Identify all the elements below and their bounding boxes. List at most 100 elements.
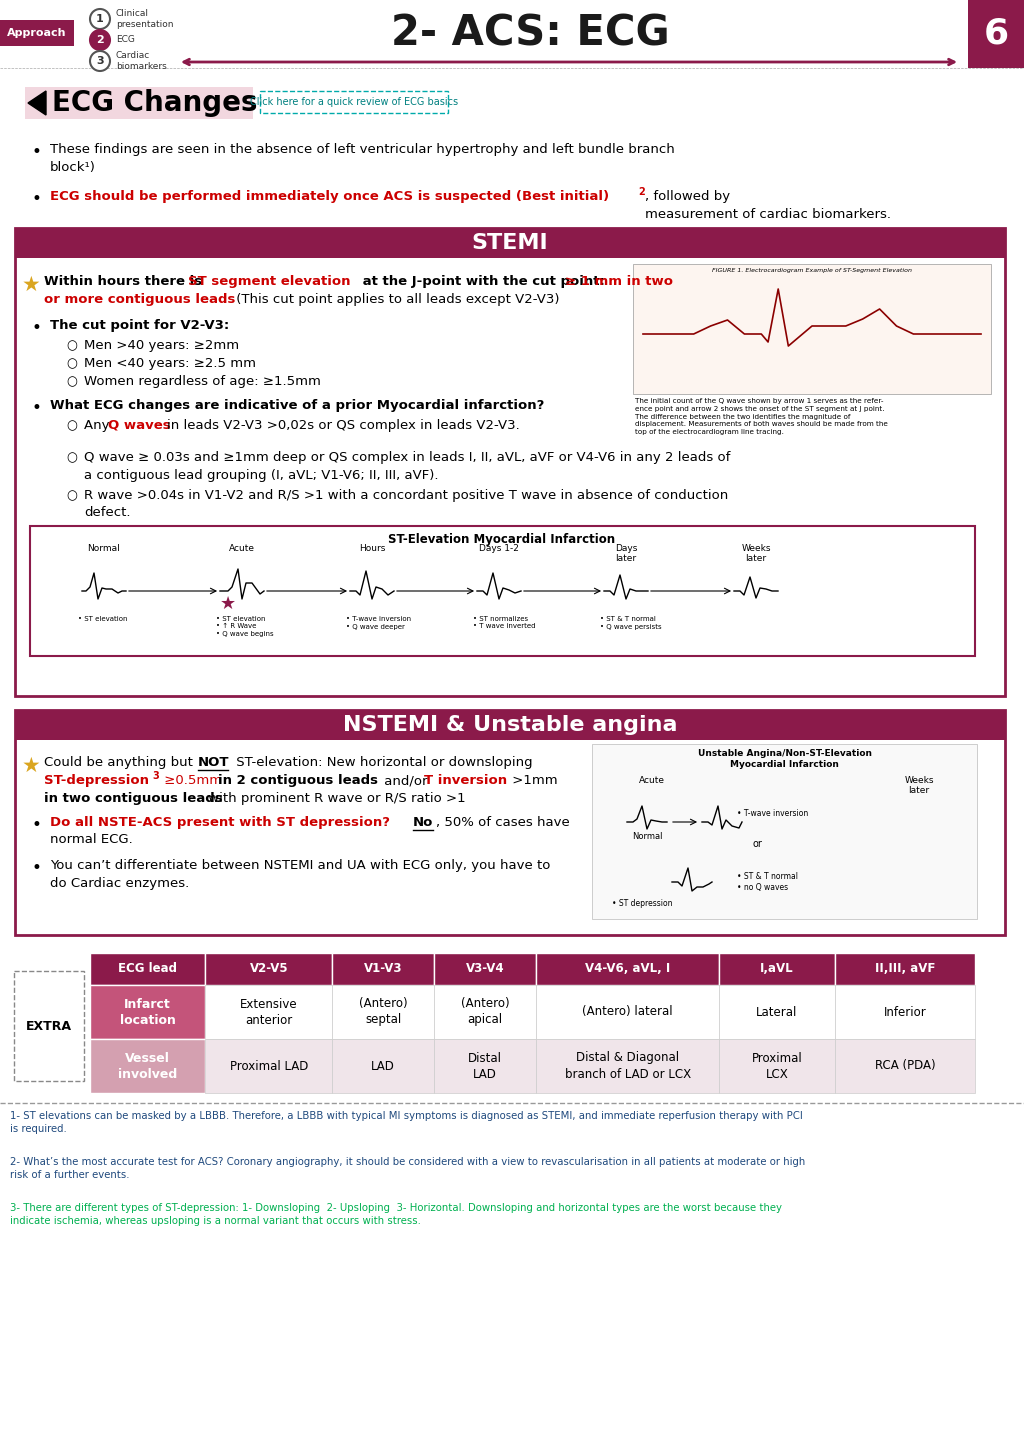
Text: Unstable Angina/Non-ST-Elevation
Myocardial Infarction: Unstable Angina/Non-ST-Elevation Myocard…	[697, 749, 871, 770]
Text: •: •	[32, 859, 42, 877]
Text: These findings are seen in the absence of left ventricular hypertrophy and left : These findings are seen in the absence o…	[50, 143, 675, 173]
Text: •: •	[32, 399, 42, 417]
Text: Normal: Normal	[632, 832, 663, 840]
FancyBboxPatch shape	[260, 91, 449, 113]
Circle shape	[90, 30, 110, 51]
FancyBboxPatch shape	[835, 1040, 975, 1093]
Text: Distal & Diagonal
branch of LAD or LCX: Distal & Diagonal branch of LAD or LCX	[564, 1051, 690, 1080]
FancyBboxPatch shape	[206, 953, 332, 985]
FancyBboxPatch shape	[25, 87, 253, 118]
Text: Men >40 years: ≥2mm: Men >40 years: ≥2mm	[84, 339, 240, 352]
Text: Days 1-2: Days 1-2	[479, 544, 519, 553]
Text: 2: 2	[96, 35, 103, 45]
FancyBboxPatch shape	[15, 228, 1005, 696]
Text: •: •	[32, 191, 42, 208]
Text: Could be anything but: Could be anything but	[44, 757, 198, 770]
Text: Hours: Hours	[358, 544, 385, 553]
FancyBboxPatch shape	[332, 985, 434, 1040]
Text: Extensive
anterior: Extensive anterior	[240, 998, 298, 1027]
FancyBboxPatch shape	[206, 1040, 332, 1093]
Text: What ECG changes are indicative of a prior Myocardial infarction?: What ECG changes are indicative of a pri…	[50, 399, 545, 412]
Text: Men <40 years: ≥2.5 mm: Men <40 years: ≥2.5 mm	[84, 357, 256, 370]
Text: Distal
LAD: Distal LAD	[468, 1051, 502, 1080]
FancyBboxPatch shape	[592, 744, 977, 918]
Text: 2: 2	[638, 188, 645, 196]
Text: R wave >0.04s in V1-V2 and R/S >1 with a concordant positive T wave in absence o: R wave >0.04s in V1-V2 and R/S >1 with a…	[84, 490, 728, 520]
FancyBboxPatch shape	[0, 20, 74, 46]
Text: in leads V2-V3 >0,02s or QS complex in leads V2-V3.: in leads V2-V3 >0,02s or QS complex in l…	[167, 419, 520, 432]
FancyBboxPatch shape	[434, 985, 536, 1040]
Text: •: •	[32, 816, 42, 835]
Text: or more contiguous leads: or more contiguous leads	[44, 293, 236, 306]
Text: ST-depression: ST-depression	[44, 774, 150, 787]
Text: ≥0.5mm: ≥0.5mm	[160, 774, 226, 787]
Text: • ST & T normal
• Q wave persists: • ST & T normal • Q wave persists	[600, 617, 662, 630]
Text: T inversion: T inversion	[424, 774, 507, 787]
Text: Any: Any	[84, 419, 114, 432]
Text: 3: 3	[152, 771, 159, 781]
FancyBboxPatch shape	[206, 985, 332, 1040]
Text: normal ECG.: normal ECG.	[50, 833, 133, 846]
Text: Acute: Acute	[639, 775, 665, 786]
FancyBboxPatch shape	[434, 1040, 536, 1093]
FancyBboxPatch shape	[332, 953, 434, 985]
Text: •: •	[32, 319, 42, 336]
Text: V4-V6, aVL, I: V4-V6, aVL, I	[585, 963, 670, 976]
Text: V1-V3: V1-V3	[364, 963, 402, 976]
Text: ECG lead: ECG lead	[118, 963, 177, 976]
Text: Weeks
later: Weeks later	[741, 544, 771, 563]
Text: ECG Changes: ECG Changes	[52, 90, 257, 117]
Text: • ST depression: • ST depression	[612, 900, 673, 908]
Text: Cardiac
biomarkers: Cardiac biomarkers	[116, 52, 167, 71]
FancyBboxPatch shape	[835, 985, 975, 1040]
Text: ○: ○	[66, 357, 77, 370]
FancyBboxPatch shape	[633, 264, 991, 394]
Text: II,III, aVF: II,III, aVF	[874, 963, 935, 976]
Text: ○: ○	[66, 375, 77, 388]
Text: (Antero)
apical: (Antero) apical	[461, 998, 509, 1027]
Text: Infarct
location: Infarct location	[120, 998, 176, 1027]
Text: with prominent R wave or R/S ratio >1: with prominent R wave or R/S ratio >1	[204, 791, 466, 804]
Text: • T-wave inversion: • T-wave inversion	[737, 809, 808, 817]
Text: ○: ○	[66, 451, 77, 464]
Text: Proximal LAD: Proximal LAD	[229, 1060, 308, 1073]
Text: Days
later: Days later	[614, 544, 637, 563]
FancyBboxPatch shape	[15, 228, 1005, 258]
Text: ○: ○	[66, 339, 77, 352]
Text: in two contiguous leads: in two contiguous leads	[44, 791, 222, 804]
Polygon shape	[28, 91, 46, 116]
Text: I,aVL: I,aVL	[760, 963, 794, 976]
Text: The cut point for V2-V3:: The cut point for V2-V3:	[50, 319, 229, 332]
FancyBboxPatch shape	[835, 953, 975, 985]
Text: Women regardless of age: ≥1.5mm: Women regardless of age: ≥1.5mm	[84, 375, 321, 388]
Circle shape	[90, 51, 110, 71]
Text: (Antero) lateral: (Antero) lateral	[583, 1005, 673, 1018]
FancyBboxPatch shape	[14, 970, 84, 1082]
Text: STEMI: STEMI	[472, 232, 548, 253]
Text: Click here for a quick review of ECG basics: Click here for a quick review of ECG bas…	[250, 97, 458, 107]
Text: NSTEMI & Unstable angina: NSTEMI & Unstable angina	[343, 715, 677, 735]
Text: EXTRA: EXTRA	[26, 1019, 72, 1032]
Text: Lateral: Lateral	[757, 1005, 798, 1018]
Text: You can’t differentiate between NSTEMI and UA with ECG only, you have to
do Card: You can’t differentiate between NSTEMI a…	[50, 859, 550, 890]
Text: ECG should be performed immediately once ACS is suspected (Best initial): ECG should be performed immediately once…	[50, 191, 609, 204]
Text: Weeks
later: Weeks later	[904, 775, 934, 796]
Text: and/or: and/or	[380, 774, 432, 787]
Text: 6: 6	[983, 17, 1009, 51]
Text: ST-Elevation Myocardial Infarction: ST-Elevation Myocardial Infarction	[388, 533, 615, 546]
FancyBboxPatch shape	[90, 1040, 206, 1093]
Text: Within hours there is: Within hours there is	[44, 274, 207, 287]
Text: (Antero)
septal: (Antero) septal	[358, 998, 408, 1027]
Text: 3- There are different types of ST-depression: 1- Downsloping  2- Upsloping  3- : 3- There are different types of ST-depre…	[10, 1203, 782, 1226]
FancyBboxPatch shape	[15, 710, 1005, 739]
Text: in 2 contiguous leads: in 2 contiguous leads	[218, 774, 378, 787]
FancyBboxPatch shape	[719, 953, 835, 985]
Text: ST segment elevation: ST segment elevation	[188, 274, 350, 287]
Text: 3: 3	[96, 56, 103, 66]
Circle shape	[90, 9, 110, 29]
Text: Vessel
involved: Vessel involved	[118, 1051, 177, 1080]
FancyBboxPatch shape	[30, 526, 975, 656]
Text: 2- What’s the most accurate test for ACS? Coronary angiography, it should be con: 2- What’s the most accurate test for ACS…	[10, 1157, 805, 1180]
Text: ○: ○	[66, 419, 77, 432]
Text: The initial count of the Q wave shown by arrow 1 serves as the refer-
ence point: The initial count of the Q wave shown by…	[635, 399, 888, 435]
